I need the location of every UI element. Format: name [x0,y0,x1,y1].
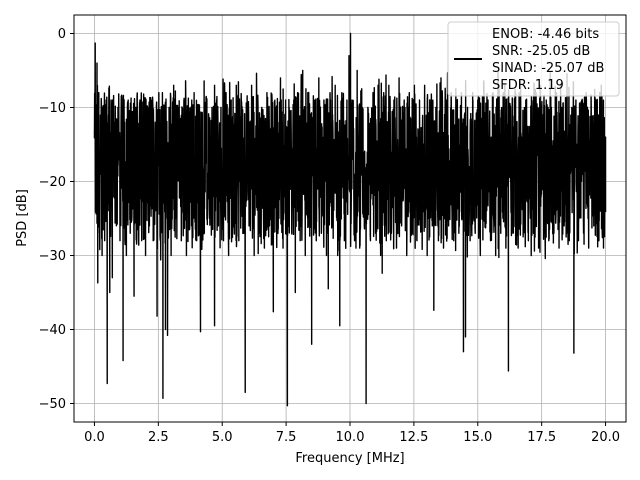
x-tick-label: 10.0 [336,430,365,445]
series-group [93,32,607,407]
y-tick-label: −10 [39,101,66,116]
y-axis-ticks: 0 −10 −20 −30 −40 −50 [39,27,74,412]
x-tick-label: 0.0 [84,430,105,445]
plot-area [93,32,607,407]
y-tick-label: −50 [39,397,66,412]
x-axis-ticks: 0.0 2.5 5.0 7.5 10.0 12.5 15.0 17.5 20.0 [84,422,620,445]
legend: ENOB: -4.46 bits SNR: -25.05 dB SINAD: -… [447,21,620,97]
legend-line-snr: SNR: -25.05 dB [492,44,590,59]
psd-series-line [93,32,607,407]
x-tick-label: 20.0 [591,430,620,445]
y-tick-label: −30 [39,249,66,264]
legend-line-sfdr: SFDR: 1.19 [492,78,564,93]
legend-line-enob: ENOB: -4.46 bits [492,27,599,42]
y-tick-label: −40 [39,323,66,338]
x-tick-label: 7.5 [276,430,297,445]
x-tick-label: 15.0 [463,430,492,445]
legend-line-sinad: SINAD: -25.07 dB [492,61,604,76]
x-tick-label: 2.5 [148,430,169,445]
legend-box [447,21,620,97]
x-tick-label: 17.5 [527,430,556,445]
y-tick-label: 0 [58,27,66,42]
x-tick-label: 5.0 [212,430,233,445]
x-tick-label: 12.5 [399,430,428,445]
x-axis-label: Frequency [MHz] [295,451,404,466]
y-tick-label: −20 [39,175,66,190]
y-axis-label: PSD [dB] [15,189,30,247]
